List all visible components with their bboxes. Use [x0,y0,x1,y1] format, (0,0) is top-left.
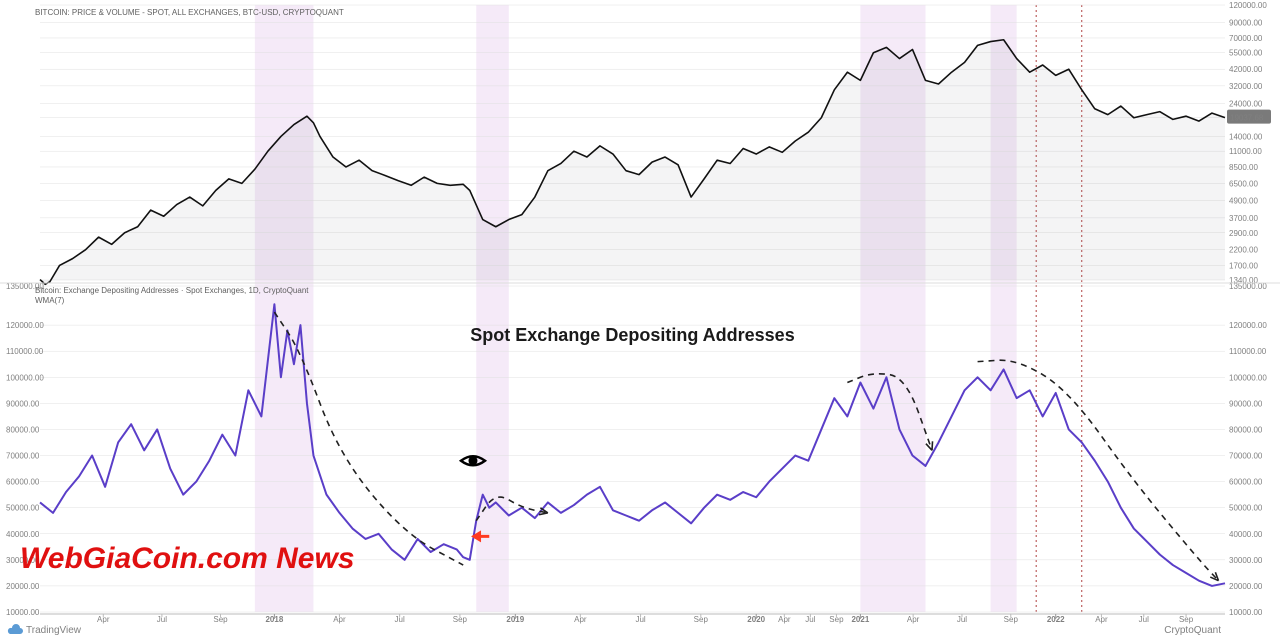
price-ytick-label: 3700.00 [1229,214,1258,223]
price-current-label: 19037.68 [1230,114,1264,123]
deposit-ytick-label-left: 120000.00 [6,321,44,330]
deposit-ytick-label-left: 40000.00 [6,530,40,539]
deposit-ytick-label-left: 90000.00 [6,399,40,408]
price-ytick-label: 55000.00 [1229,49,1263,58]
deposit-ytick-label: 20000.00 [1229,582,1263,591]
price-ytick-label: 4900.00 [1229,197,1258,206]
deposit-ytick-label-left: 10000.00 [6,608,40,617]
deposit-ytick-label: 110000.00 [1229,347,1267,356]
price-ytick-label: 120000.00 [1229,1,1267,10]
price-ytick-label: 6500.00 [1229,179,1258,188]
deposit-ytick-label-left: 80000.00 [6,425,40,434]
source-label: CryptoQuant [1164,625,1221,636]
deposit-ytick-label: 80000.00 [1229,425,1263,434]
price-ytick-label: 90000.00 [1229,19,1263,28]
price-ytick-label: 24000.00 [1229,99,1263,108]
price-ytick-label: 70000.00 [1229,34,1263,43]
deposit-ytick-label: 60000.00 [1229,478,1263,487]
chart-svg: 1340.001700.002200.002900.003700.004900.… [0,0,1280,638]
deposit-ytick-label: 30000.00 [1229,556,1263,565]
chart-root: 1340.001700.002200.002900.003700.004900.… [0,0,1280,638]
price-ytick-label: 32000.00 [1229,82,1263,91]
price-ytick-label: 1700.00 [1229,261,1258,270]
deposit-ytick-label-left: 50000.00 [6,504,40,513]
price-panel-header: BITCOIN: PRICE & VOLUME - SPOT, ALL EXCH… [35,8,344,17]
deposit-ytick-label-left: 110000.00 [6,347,44,356]
deposit-ytick-label: 90000.00 [1229,399,1263,408]
deposit-panel-subheader: WMA(7) [35,296,65,305]
deposit-panel-header: Bitcoin: Exchange Depositing Addresses ·… [35,286,309,295]
deposit-ytick-label: 40000.00 [1229,530,1263,539]
deposit-ytick-label: 50000.00 [1229,504,1263,513]
price-ytick-label: 2900.00 [1229,229,1258,238]
price-ytick-label: 2200.00 [1229,246,1258,255]
price-ytick-label: 42000.00 [1229,65,1263,74]
deposit-ytick-label-left: 60000.00 [6,478,40,487]
deposit-ytick-label: 10000.00 [1229,608,1263,617]
highlight-band [255,5,314,612]
price-ytick-label: 14000.00 [1229,132,1263,141]
deposit-ytick-label-left: 100000.00 [6,373,44,382]
price-ytick-label: 11000.00 [1229,147,1262,156]
tradingview-label: TradingView [26,625,82,636]
deposit-ytick-label: 100000.00 [1229,373,1267,382]
watermark-text: WebGiaCoin.com News [20,542,355,575]
highlight-band [476,5,509,612]
deposit-panel-title: Spot Exchange Depositing Addresses [470,325,794,345]
deposit-ytick-label-left: 70000.00 [6,452,40,461]
deposit-ytick-label: 120000.00 [1229,321,1267,330]
deposit-ytick-label-left: 20000.00 [6,582,40,591]
price-ytick-label: 8500.00 [1229,163,1258,172]
deposit-ytick-label: 70000.00 [1229,452,1263,461]
